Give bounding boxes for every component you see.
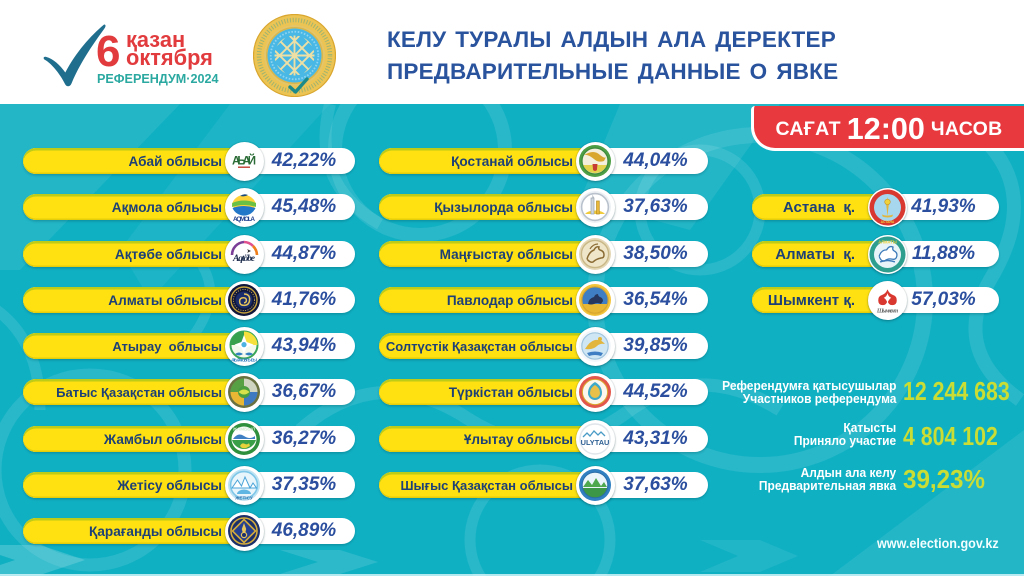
svg-text:Шымкент: Шымкент <box>875 308 898 314</box>
svg-text:AQMOLA: AQMOLA <box>233 216 255 223</box>
svg-text:Aqtöbe: Aqtöbe <box>232 254 256 264</box>
svg-text:АТЫРАУ ОБЛЫСЫ: АТЫРАУ ОБЛЫСЫ <box>231 358 258 363</box>
svg-text:АСТАНА: АСТАНА <box>880 220 894 224</box>
svg-text:АЬАЙ: АЬАЙ <box>232 155 256 168</box>
svg-text:ЖАМБЫЛ: ЖАМБЫЛ <box>232 427 255 432</box>
svg-text:ЖЕТІСУ: ЖЕТІСУ <box>234 496 253 501</box>
svg-text:АЛМАТЫ: АЛМАТЫ <box>878 239 896 244</box>
svg-text:ULYTAU: ULYTAU <box>581 438 610 447</box>
